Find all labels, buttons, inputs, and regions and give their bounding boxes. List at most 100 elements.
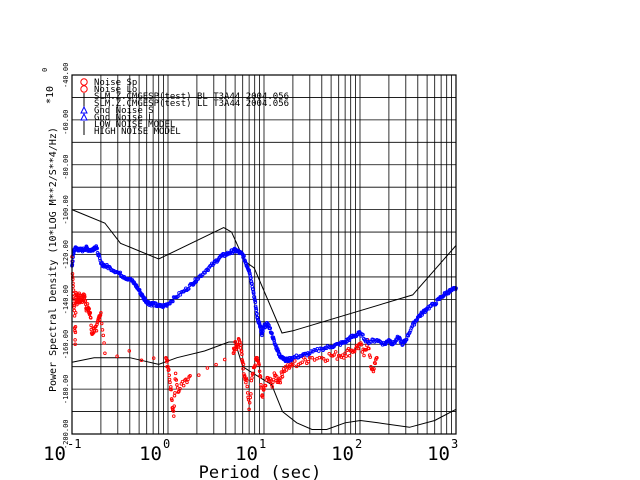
noise-sp-point [173, 391, 177, 395]
noise-sp-point [73, 329, 77, 333]
gnd-noise-point [318, 346, 323, 351]
noise-sp-point [170, 398, 174, 403]
noise-sp-point [87, 307, 91, 311]
noise-sp-point [214, 362, 218, 367]
noise-sp-point [96, 318, 100, 323]
gnd-noise-point [250, 281, 254, 286]
high-noise-model-line [71, 209, 457, 334]
noise-sp-point [89, 323, 93, 328]
y-tick-label: -160.00 [62, 330, 70, 360]
noise-sp-point [97, 318, 102, 322]
noise-sp-point [233, 340, 238, 344]
noise-sp-point [260, 395, 265, 399]
noise-sp-point [177, 389, 181, 394]
noise-sp-point [89, 316, 93, 320]
noise-sp-point [175, 383, 179, 387]
noise-sp-point [92, 329, 97, 333]
x-tick-label: 10 [139, 443, 162, 465]
noise-sp-point [101, 333, 106, 338]
noise-sp-point [365, 343, 369, 348]
x-tick-label: 10 [43, 443, 66, 465]
noise-sp-point [245, 384, 249, 389]
noise-sp-point [242, 373, 247, 378]
noise-sp-point [103, 351, 107, 355]
noise-sp-point [171, 409, 176, 413]
noise-sp-point [99, 311, 103, 315]
plot-frame [71, 74, 457, 435]
legend-label: SLM.Z.CMGESP(test) LL T3A44 2004.056 [94, 99, 289, 109]
noise-sp-point [78, 300, 83, 304]
noise-sp-point [168, 380, 172, 385]
legend-label: Noise Sp [94, 78, 137, 88]
gnd-noise-point [260, 331, 264, 336]
noise-sp-point [95, 320, 100, 324]
gnd-noise-point [361, 332, 365, 337]
noise-sp-point [280, 374, 285, 379]
noise-sp-point [247, 407, 251, 412]
noise-sp-point [306, 359, 311, 364]
x-axis-label: Period (sec) [199, 463, 322, 480]
noise-sp-point [172, 393, 177, 398]
noise-sp-point [222, 357, 227, 362]
gnd-noise-point [253, 300, 258, 305]
noise-sp-point [373, 361, 377, 366]
legend-label: SLM.Z.CMGESP(test) BL T3A44 2004.056 [94, 92, 289, 102]
x-tick-label: 10 [235, 443, 258, 465]
noise-sp-point [249, 378, 254, 383]
noise-sp-point [79, 293, 83, 298]
noise-sp-point [343, 351, 347, 355]
gnd-noise-point [137, 288, 142, 292]
noise-sp-point [73, 310, 78, 315]
x-tick-label-exp: 3 [451, 437, 458, 451]
noise-sp-point [300, 360, 304, 364]
noise-sp-point [270, 385, 275, 389]
noise-sp-point [151, 356, 156, 360]
gnd-noise-point [434, 301, 439, 306]
noise-sp-point [239, 349, 244, 354]
legend-circle-icon [80, 78, 88, 86]
noise-sp-point [167, 373, 171, 378]
noise-sp-point [197, 373, 201, 377]
noise-sp-point [333, 350, 338, 354]
gnd-noise-point [260, 333, 264, 338]
noise-sp-point [260, 393, 265, 397]
noise-sp-point [244, 378, 249, 382]
noise-sp-point [249, 392, 253, 396]
gnd-noise-point [118, 270, 123, 275]
gnd-noise-point [254, 306, 258, 311]
x-tick-label-exp: 1 [259, 437, 266, 451]
noise-sp-point [139, 358, 144, 363]
gnd-noise-point [316, 349, 321, 353]
noise-sp-point [335, 357, 339, 361]
noise-sp-point [127, 349, 132, 353]
gnd-noise-point [95, 246, 99, 251]
noise-sp-point [83, 294, 87, 299]
x-tick-label: 10 [427, 443, 450, 465]
noise-sp-point [205, 366, 210, 370]
noise-model-lines [71, 209, 457, 430]
gnd-noise-point [176, 294, 180, 299]
legend-label: Gnd Noise L [94, 113, 154, 123]
legend-label: Gnd Noise S [94, 106, 154, 116]
noise-sp-point [172, 404, 176, 408]
noise-sp-point [100, 328, 105, 332]
noise-sp-point [172, 414, 176, 418]
noise-sp-point [287, 366, 292, 370]
gnd-noise-point [268, 326, 273, 331]
x-tick-label-exp: -1 [67, 437, 81, 451]
gnd-noise-point [255, 311, 259, 316]
legend-circle-icon [80, 85, 88, 93]
gnd-noise-point [404, 337, 409, 342]
gnd-noise-point [186, 286, 191, 291]
gnd-noise-point [251, 291, 256, 296]
y-tick-label-top: -40.00 [62, 63, 70, 88]
noise-sp-point [240, 352, 244, 356]
legend-triangle-icon [80, 105, 88, 114]
noise-sp-point [360, 350, 365, 354]
noise-sp-point [356, 346, 360, 351]
noise-sp-point [251, 371, 255, 376]
noise-sp-point [73, 330, 78, 335]
noise-sp-point [94, 329, 99, 333]
noise-sp-point [325, 358, 330, 363]
noise-sp-point [327, 351, 331, 356]
